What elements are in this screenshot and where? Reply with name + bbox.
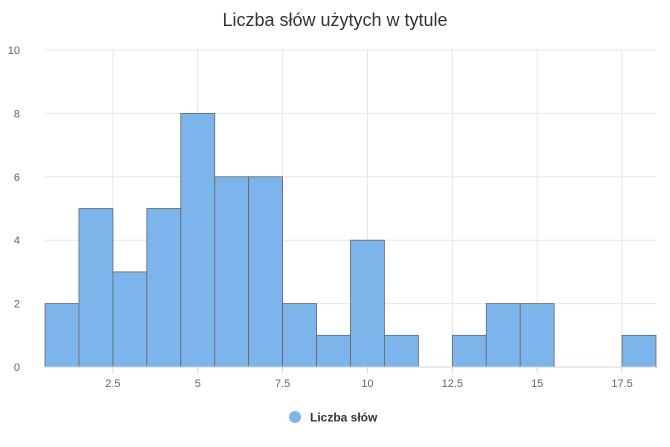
histogram-bar[interactable]: [248, 176, 284, 368]
histogram-bar[interactable]: [78, 208, 114, 368]
histogram-bar[interactable]: [384, 334, 419, 368]
y-tick-label: 10: [8, 45, 20, 57]
y-tick-label: 8: [14, 108, 20, 120]
bars-layer: [44, 113, 657, 368]
histogram-bar[interactable]: [146, 208, 182, 368]
y-tick-label: 4: [14, 235, 20, 247]
legend[interactable]: Liczba słów: [289, 411, 378, 425]
legend-label: Liczba słów: [310, 411, 378, 425]
y-tick-label: 0: [14, 362, 20, 374]
histogram-bar[interactable]: [621, 334, 657, 368]
x-tick-label: 12.5: [442, 378, 463, 390]
x-tick-label: 15: [531, 378, 543, 390]
histogram-bar[interactable]: [519, 303, 555, 368]
chart-title: Liczba słów użytych w tytule: [222, 10, 447, 30]
y-tick-label: 6: [14, 172, 20, 184]
histogram-bar[interactable]: [282, 303, 317, 368]
x-tick-label: 10: [361, 378, 373, 390]
histogram-bar[interactable]: [451, 334, 487, 368]
histogram-bar[interactable]: [180, 113, 216, 368]
histogram-bar[interactable]: [350, 239, 385, 368]
legend-marker-icon: [289, 411, 301, 423]
x-tick-label: 17.5: [611, 378, 632, 390]
axis-layer: 0 2 4 6 8 10 2.5 5 7.5 10 12.5 15 17.5: [8, 45, 656, 390]
x-tick-label: 5: [195, 378, 201, 390]
histogram-bar[interactable]: [316, 334, 351, 368]
histogram-bar[interactable]: [44, 303, 80, 368]
histogram-bar[interactable]: [485, 303, 521, 368]
x-tick-label: 7.5: [275, 378, 290, 390]
y-tick-label: 2: [14, 299, 20, 311]
histogram-bar[interactable]: [214, 176, 250, 368]
x-tick-label: 2.5: [105, 378, 120, 390]
histogram-bar[interactable]: [112, 271, 148, 368]
